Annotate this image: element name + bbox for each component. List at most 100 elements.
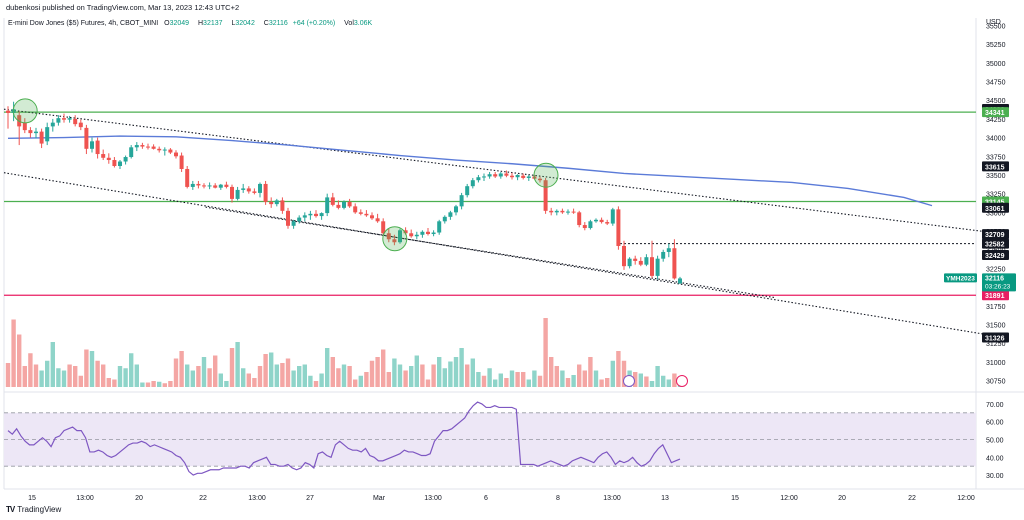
volume-bar xyxy=(403,370,408,387)
candle-body xyxy=(314,213,318,217)
candle-body xyxy=(269,201,274,205)
volume-bar xyxy=(157,381,162,387)
volume-bar xyxy=(353,379,358,387)
candle-body xyxy=(627,258,632,267)
price-tick-label: 35500 xyxy=(986,23,1006,30)
volume-value: 3.06K xyxy=(353,20,373,27)
volume-bar xyxy=(565,378,571,387)
price-badge xyxy=(982,250,1009,261)
candle-body xyxy=(73,118,78,125)
volume-bar xyxy=(649,381,655,387)
candle-body xyxy=(129,147,134,158)
volume-bar xyxy=(582,370,587,387)
open-value: 32049 xyxy=(169,20,190,27)
volume-bar xyxy=(386,372,391,387)
candle-body xyxy=(95,140,100,155)
candle-body xyxy=(605,222,610,224)
volume-bar xyxy=(56,368,61,387)
candle-body xyxy=(34,131,38,134)
candle-body xyxy=(263,183,268,202)
volume-bar xyxy=(129,353,134,387)
volume-bar xyxy=(341,364,347,387)
candle-body xyxy=(358,212,363,214)
symbol-badge-label: YMH2023 xyxy=(946,275,975,282)
candle-body xyxy=(554,210,559,213)
candle-body xyxy=(470,180,475,187)
price-badge-label: 34341 xyxy=(985,110,1005,117)
candle-body xyxy=(230,186,234,199)
volume-bar xyxy=(392,358,397,387)
volume-bar xyxy=(207,368,212,387)
candle-body xyxy=(392,239,397,243)
candle-body xyxy=(526,176,531,178)
volume-bar xyxy=(431,364,436,387)
open-label: O xyxy=(164,20,170,27)
candle-body xyxy=(101,154,106,158)
price-badge xyxy=(982,202,1009,213)
volume-bar xyxy=(481,375,487,387)
candle-body xyxy=(633,258,638,261)
volume-bar xyxy=(425,379,431,387)
trend-line xyxy=(3,172,1005,339)
volume-bar xyxy=(369,360,375,387)
close-label: C xyxy=(263,20,269,27)
volume-bar xyxy=(375,357,380,387)
currency-label[interactable]: USD xyxy=(986,19,1001,26)
candle-body xyxy=(538,178,542,181)
candle-body xyxy=(431,232,436,235)
candle-body xyxy=(666,248,671,252)
volume-bar xyxy=(381,349,386,387)
rsi-tick-label: 30.00 xyxy=(986,473,1004,480)
price-badge-label: 31891 xyxy=(985,293,1005,300)
candle-body xyxy=(246,188,251,192)
candle-body xyxy=(112,160,117,166)
candle-body xyxy=(515,174,520,178)
candle-body xyxy=(297,217,302,222)
volume-bar xyxy=(246,373,251,387)
candle-body xyxy=(381,221,386,234)
price-badge xyxy=(982,290,1009,301)
volume-bar xyxy=(493,379,498,387)
volume-bar xyxy=(577,364,582,387)
volume-bar xyxy=(162,383,167,387)
price-badge xyxy=(982,332,1009,343)
candle-body xyxy=(426,231,430,235)
candle-body xyxy=(196,183,201,186)
publisher-line: dubenkosi published on TradingView.com, … xyxy=(6,3,240,12)
candle-body xyxy=(118,161,122,166)
time-axis-label: 8 xyxy=(556,495,560,502)
time-axis-label: 6 xyxy=(484,495,488,502)
low-value: 32042 xyxy=(235,20,255,27)
volume-bar xyxy=(605,378,610,387)
candle-body xyxy=(448,212,453,217)
price-tick-label: 31500 xyxy=(986,322,1006,329)
time-axis-label: 13:00 xyxy=(76,495,94,502)
candle-body xyxy=(504,173,509,176)
candle-body xyxy=(414,234,419,237)
candle-body xyxy=(28,130,33,134)
symbol-name[interactable]: E-mini Dow Jones ($5) Futures, 4h, CBOT_… xyxy=(8,20,159,27)
volume-bar xyxy=(151,381,156,387)
candle-body xyxy=(62,118,66,120)
volume-bar xyxy=(599,379,604,387)
candle-body xyxy=(543,180,548,211)
volume-bar xyxy=(291,370,296,387)
volume-bar xyxy=(549,357,554,387)
candle-body xyxy=(594,219,598,222)
time-axis-label: 22 xyxy=(908,495,916,502)
volume-bar xyxy=(571,375,576,387)
volume-bar xyxy=(28,353,33,387)
volume-bar xyxy=(39,370,44,387)
highlight-circle xyxy=(533,162,559,188)
volume-bar xyxy=(610,360,615,387)
volume-bar xyxy=(297,366,302,387)
volume-bar xyxy=(638,373,643,387)
countdown-label: 03:26:23 xyxy=(985,283,1011,290)
volume-bar xyxy=(140,382,145,387)
candle-body xyxy=(241,188,246,190)
tradingview-logo[interactable]: TV TradingView xyxy=(6,505,61,514)
candle-body xyxy=(151,146,156,149)
volume-bar xyxy=(179,351,184,387)
candle-body xyxy=(39,131,44,144)
